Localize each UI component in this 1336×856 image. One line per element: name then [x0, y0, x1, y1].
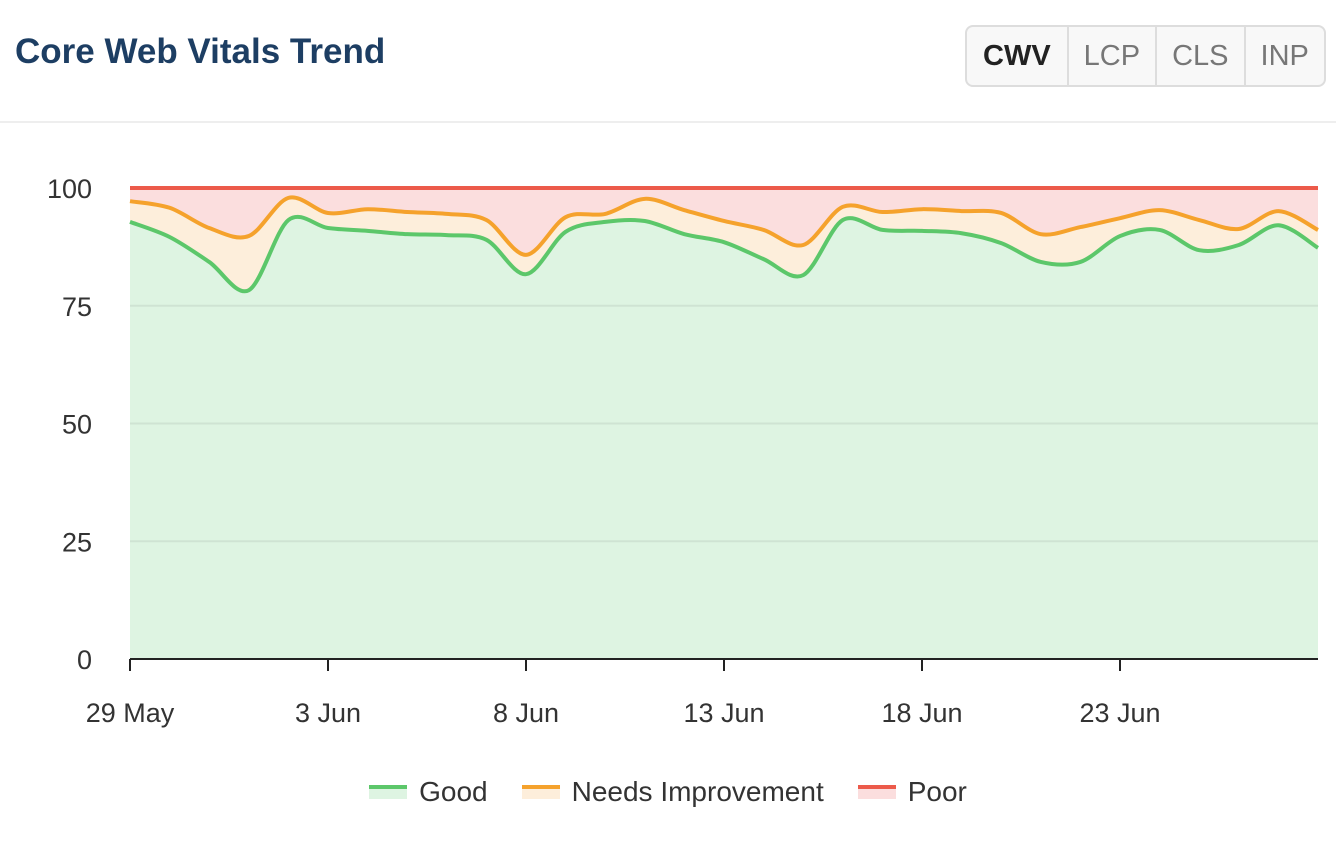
x-tick-label: 3 Jun [295, 698, 361, 728]
line-needs-improvement [129, 195, 1319, 257]
line-good [129, 214, 1320, 294]
tab-cwv[interactable]: CWV [983, 40, 1051, 72]
legend-swatch-good [369, 785, 408, 799]
legend-swatch-poor [857, 785, 896, 799]
legend-item-poor[interactable]: Poor [857, 776, 967, 808]
legend: Good Needs Improvement Poor [0, 776, 1336, 808]
legend-label: Good [419, 776, 488, 807]
legend-item-good[interactable]: Good [369, 776, 488, 808]
x-tick-label: 18 Jun [881, 698, 962, 728]
legend-label: Needs Improvement [571, 776, 824, 807]
x-tick-label: 13 Jun [683, 698, 764, 728]
y-tick-label: 100 [47, 174, 92, 204]
x-tick-label: 23 Jun [1079, 698, 1160, 728]
x-tick-label: 8 Jun [493, 698, 559, 728]
legend-item-needs-improvement[interactable]: Needs Improvement [521, 776, 824, 808]
y-tick-label: 50 [62, 410, 92, 440]
cwv-trend-chart: 0 25 50 75 100 29 May 3 Jun 8 Jun 13 Jun 18 Jun 23… [47, 174, 1320, 728]
metric-tabs: CWV LCP CLS INP [965, 25, 1326, 87]
area-good [130, 216, 1318, 659]
tab-lcp[interactable]: LCP [1066, 27, 1155, 85]
x-tick-label: 29 May [86, 698, 175, 728]
tab-inp[interactable]: INP [1243, 27, 1324, 85]
legend-label: Poor [907, 776, 967, 807]
tab-cls[interactable]: CLS [1155, 27, 1243, 85]
legend-swatch-needs-improvement [521, 785, 560, 799]
header-divider [0, 121, 1336, 123]
y-tick-label: 0 [77, 645, 92, 675]
y-tick-label: 75 [62, 292, 92, 322]
y-tick-label: 25 [62, 527, 92, 557]
page-title: Core Web Vitals Trend [15, 32, 386, 71]
